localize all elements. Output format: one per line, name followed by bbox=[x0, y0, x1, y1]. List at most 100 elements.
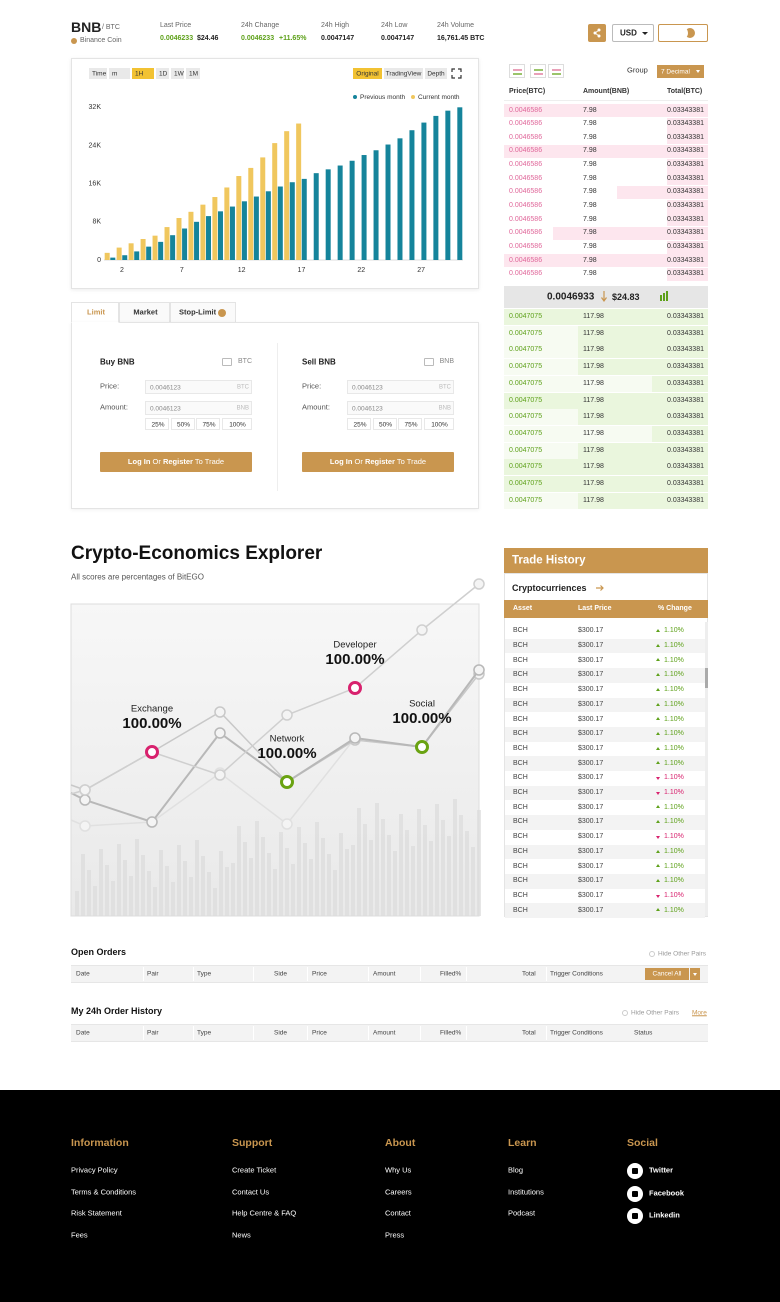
view-button[interactable]: TradingView bbox=[384, 68, 423, 79]
more-link[interactable]: More bbox=[692, 1009, 707, 1017]
footer-link[interactable]: Privacy Policy bbox=[71, 1165, 118, 1175]
currency: USD bbox=[620, 28, 637, 38]
coin-name: Binance Coin bbox=[80, 36, 122, 44]
checkbox[interactable] bbox=[649, 951, 655, 957]
footer-link[interactable]: Podcast bbox=[508, 1209, 536, 1219]
percent-button[interactable]: 75% bbox=[196, 418, 220, 430]
decimal-value: 7 Decimal bbox=[661, 67, 690, 75]
percent-button[interactable]: 25% bbox=[347, 418, 371, 430]
footer-heading: Social bbox=[627, 1136, 658, 1149]
currency-select[interactable]: USD bbox=[612, 24, 654, 42]
view-button[interactable]: Depth bbox=[425, 68, 447, 79]
history-tab[interactable]: Cryptocurriences bbox=[512, 582, 587, 593]
footer-link[interactable]: Help Centre & FAQ bbox=[232, 1209, 297, 1219]
history-table-header bbox=[504, 600, 708, 618]
column-header: Price bbox=[312, 1029, 327, 1037]
footer-link[interactable]: News bbox=[232, 1230, 251, 1240]
percent-button[interactable]: 100% bbox=[423, 418, 454, 430]
percent-button[interactable]: 100% bbox=[221, 418, 252, 430]
stat-extra: +11.65% bbox=[279, 34, 307, 42]
bg-bar bbox=[363, 824, 367, 916]
book-view-icon[interactable] bbox=[509, 64, 525, 78]
order-tab[interactable]: Stop-Limit bbox=[170, 302, 236, 323]
social-link[interactable]: Linkedin bbox=[649, 1210, 680, 1220]
interval-button[interactable]: 1D bbox=[156, 68, 169, 79]
column-header: Price bbox=[312, 970, 327, 978]
percent-button[interactable]: 25% bbox=[145, 418, 169, 430]
bg-bar bbox=[249, 858, 253, 916]
bid-cell: 0.0047075 bbox=[509, 496, 543, 504]
order-tab[interactable]: Market bbox=[119, 302, 170, 323]
percent-button[interactable]: 50% bbox=[170, 418, 195, 430]
interval-button[interactable]: m bbox=[109, 68, 130, 79]
theme-toggle[interactable] bbox=[658, 24, 708, 42]
history-change: 1.10% bbox=[664, 774, 684, 782]
share-line bbox=[594, 29, 600, 37]
book-view-icon[interactable] bbox=[530, 64, 546, 78]
footer-link[interactable]: Careers bbox=[385, 1187, 412, 1197]
order-tab[interactable]: Limit bbox=[71, 302, 119, 323]
column-divider bbox=[466, 1026, 467, 1040]
history-row bbox=[505, 873, 705, 889]
footer-heading: Support bbox=[232, 1136, 273, 1149]
interval-button[interactable]: 1W bbox=[171, 68, 184, 79]
percent-button[interactable]: 75% bbox=[398, 418, 422, 430]
bg-node bbox=[79, 784, 91, 796]
cancel-dropdown[interactable] bbox=[690, 968, 700, 980]
column-divider bbox=[253, 967, 254, 981]
footer-link[interactable]: Contact Us bbox=[232, 1187, 270, 1197]
footer-link[interactable]: Contact bbox=[385, 1209, 411, 1219]
bar bbox=[116, 247, 122, 260]
bid-depth bbox=[504, 476, 708, 492]
decimal-select[interactable]: 7 Decimal bbox=[657, 65, 704, 78]
bg-node bbox=[281, 818, 293, 830]
table-title: Open Orders bbox=[71, 946, 127, 957]
history-price: $300.17 bbox=[578, 891, 604, 899]
bar bbox=[272, 143, 278, 260]
bar bbox=[445, 110, 451, 260]
share-button[interactable] bbox=[588, 24, 606, 42]
input-field[interactable]: 0.0046123 BTC bbox=[347, 380, 454, 394]
bid-cell: 117.98 bbox=[583, 496, 604, 504]
input-field[interactable]: 0.0046123 BNB bbox=[347, 401, 454, 415]
social-link[interactable]: Twitter bbox=[649, 1165, 674, 1175]
input-field[interactable]: 0.0046123 BNB bbox=[145, 401, 252, 415]
change-arrow bbox=[656, 820, 660, 824]
footer-link[interactable]: Blog bbox=[508, 1165, 524, 1175]
book-view-icon[interactable] bbox=[548, 64, 564, 78]
footer-link[interactable]: Create Ticket bbox=[232, 1165, 277, 1175]
history-asset: BCH bbox=[513, 627, 528, 635]
table-header bbox=[71, 1024, 708, 1042]
interval-button[interactable]: 1H bbox=[132, 68, 154, 79]
bar bbox=[229, 206, 235, 260]
column-header: Total bbox=[522, 1029, 536, 1037]
footer-link[interactable]: Institutions bbox=[508, 1187, 544, 1197]
ask-cell: 0.03343381 bbox=[667, 202, 704, 210]
login-button[interactable]: Log In Or Register To Trade bbox=[302, 452, 454, 472]
bar bbox=[265, 191, 271, 260]
login-button[interactable]: Log In Or Register To Trade bbox=[100, 452, 252, 472]
input-field[interactable]: 0.0046123 BTC bbox=[145, 380, 252, 394]
bid-cell: 117.98 bbox=[583, 413, 604, 421]
interval-button[interactable]: Time bbox=[89, 68, 107, 79]
history-change: 1.10% bbox=[664, 906, 684, 914]
node-score: 100.00% bbox=[325, 651, 384, 668]
ask-depth bbox=[667, 213, 708, 227]
percent-button[interactable]: 50% bbox=[372, 418, 397, 430]
view-button[interactable]: Original bbox=[353, 68, 382, 79]
checkbox[interactable] bbox=[622, 1010, 628, 1016]
ask-depth bbox=[504, 104, 708, 117]
column-divider bbox=[193, 967, 194, 981]
interval-button[interactable]: 1M bbox=[186, 68, 200, 79]
change-arrow bbox=[656, 761, 660, 765]
footer-link[interactable]: Fees bbox=[71, 1230, 88, 1240]
footer-link[interactable]: Terms & Conditions bbox=[71, 1187, 137, 1197]
footer-link[interactable]: Press bbox=[385, 1230, 405, 1240]
history-price: $300.17 bbox=[578, 744, 604, 752]
social-link[interactable]: Facebook bbox=[649, 1188, 685, 1198]
bg-node bbox=[79, 820, 91, 832]
footer-link[interactable]: Why Us bbox=[385, 1165, 412, 1175]
cancel-all-label: Cancel All bbox=[652, 970, 682, 978]
cancel-all-button[interactable]: Cancel All bbox=[645, 968, 689, 980]
footer-link[interactable]: Risk Statement bbox=[71, 1209, 122, 1219]
